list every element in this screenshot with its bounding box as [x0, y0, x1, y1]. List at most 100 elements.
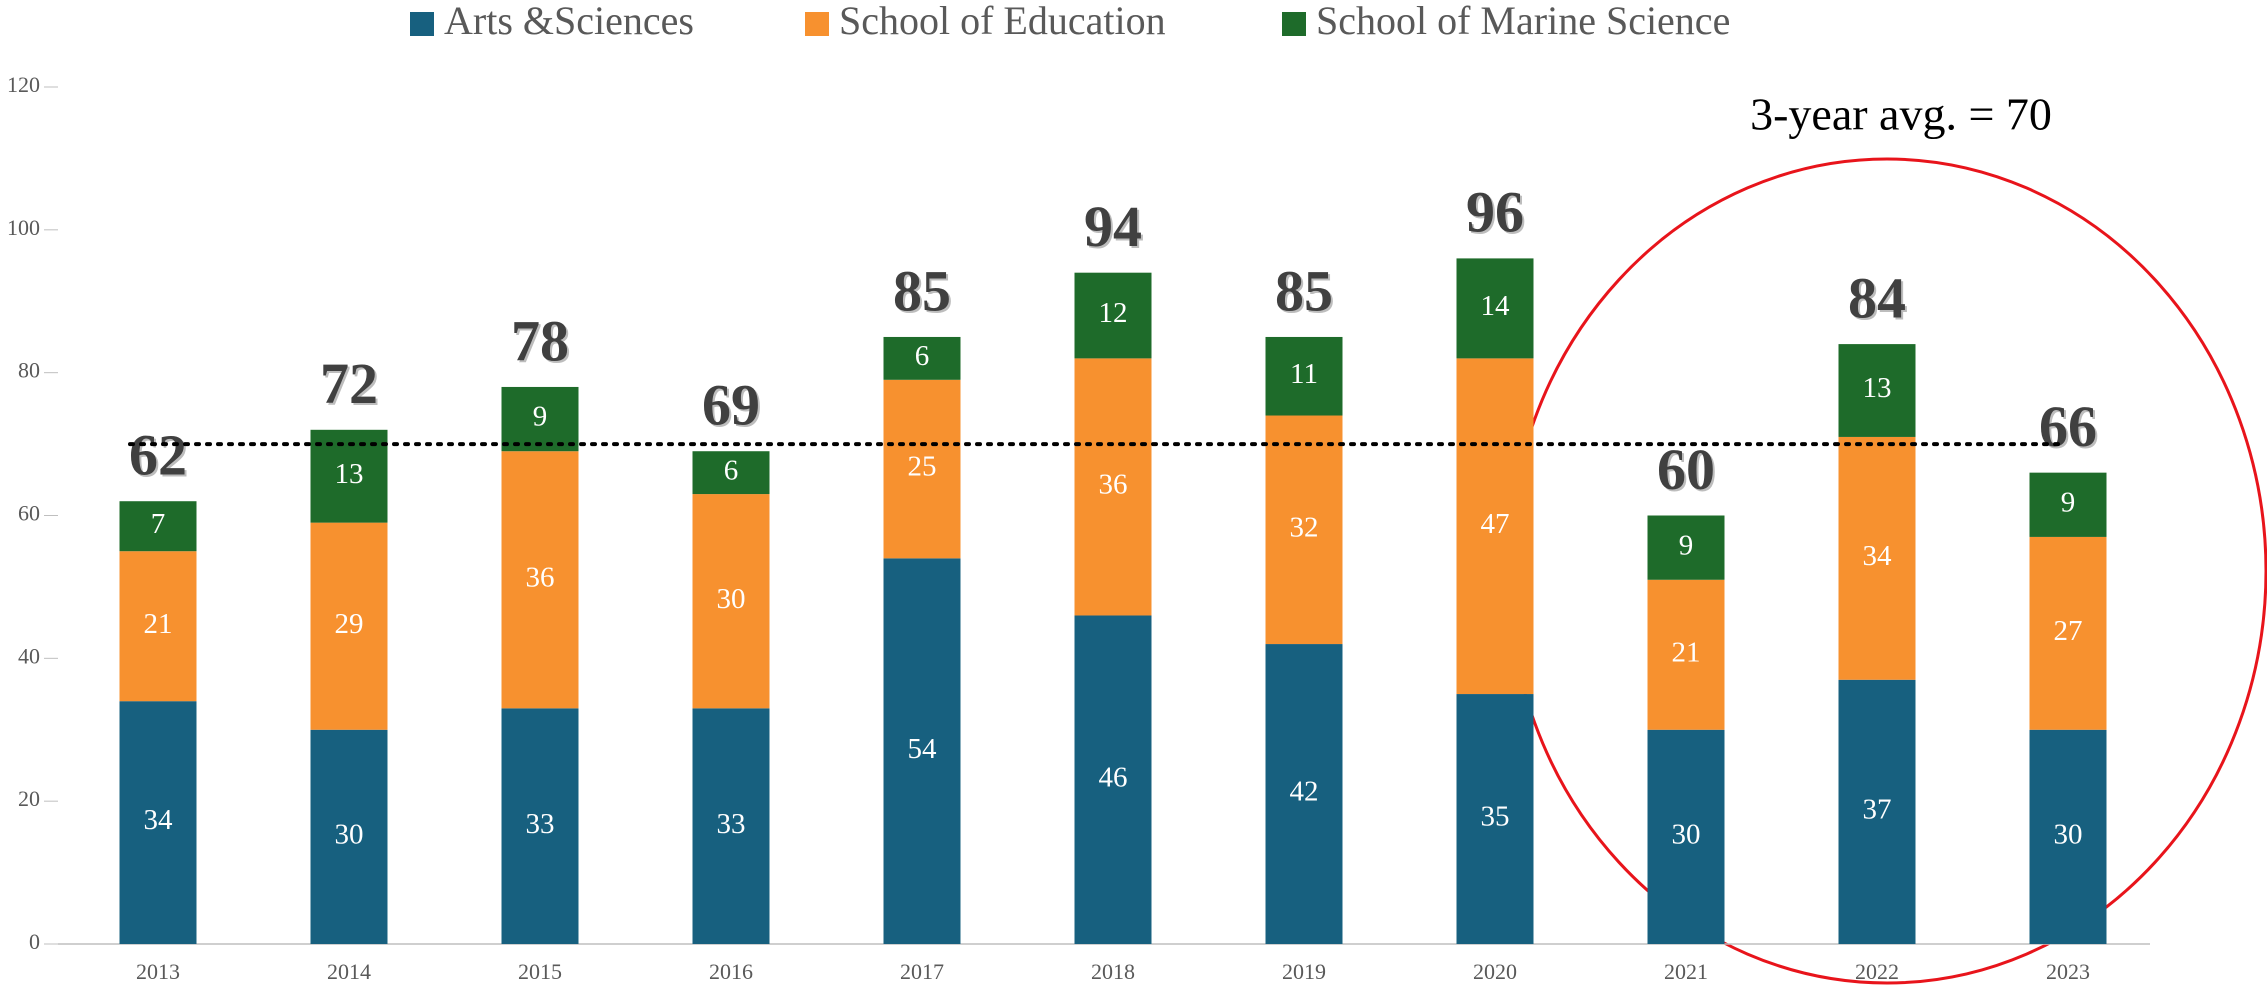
x-tick-label: 2017	[900, 959, 944, 984]
segment-label: 11	[1290, 358, 1318, 390]
segment-label: 12	[1099, 297, 1128, 329]
bar-segment	[2029, 536, 2107, 730]
x-tick-label: 2013	[136, 959, 180, 984]
bar-segment	[1265, 415, 1343, 645]
x-tick-label: 2023	[2046, 959, 2090, 984]
segment-label: 35	[1481, 801, 1510, 833]
legend-swatch	[805, 12, 829, 36]
x-tick-label: 2021	[1664, 959, 1708, 984]
bar-segment	[310, 729, 388, 944]
y-tick-label: 120	[7, 72, 40, 97]
segment-label: 46	[1099, 761, 1128, 793]
bar-segment	[1456, 358, 1534, 695]
y-tick-label: 20	[18, 786, 40, 811]
segment-label: 21	[1672, 636, 1701, 668]
legend-swatch	[410, 12, 434, 36]
segment-label: 14	[1481, 290, 1511, 322]
total-label-shadow: 85	[893, 258, 951, 323]
segment-label: 30	[2054, 819, 2083, 851]
segment-label: 36	[526, 561, 555, 593]
segment-label: 7	[151, 508, 166, 540]
legend-swatch	[1282, 12, 1306, 36]
total-label: 69	[704, 375, 762, 440]
segment-label: 6	[724, 454, 739, 486]
bar-segment	[119, 551, 197, 702]
segment-label: 32	[1290, 511, 1319, 543]
bar-segment	[1838, 344, 1916, 437]
bar-segment	[883, 558, 961, 944]
bar-segment	[692, 708, 770, 944]
segment-label: 34	[1863, 540, 1893, 572]
y-tick-label: 100	[7, 215, 40, 240]
bar-segment	[1265, 644, 1343, 944]
total-label-shadow: 69	[702, 373, 760, 438]
total-label: 60	[1659, 439, 1717, 504]
bar-segment	[1838, 436, 1916, 680]
segment-label: 36	[1099, 469, 1128, 501]
bar-segment	[310, 522, 388, 730]
bar-segment	[883, 379, 961, 559]
bar-segment	[501, 451, 579, 709]
total-label-shadow: 84	[1848, 265, 1906, 330]
total-label-shadow: 94	[1084, 194, 1142, 259]
total-label: 85	[1277, 260, 1335, 325]
bar-segment	[501, 708, 579, 944]
bar-segment	[1838, 679, 1916, 944]
legend-label: Arts &Sciences	[444, 0, 694, 43]
bar-segment	[692, 494, 770, 709]
bar-segment	[883, 336, 961, 380]
bar-segment	[1456, 694, 1534, 944]
bar-segment	[2029, 472, 2107, 537]
segment-label: 6	[915, 340, 930, 372]
y-tick-label: 60	[18, 501, 40, 526]
segment-label: 21	[144, 608, 173, 640]
segment-label: 29	[335, 608, 364, 640]
x-tick-label: 2022	[1855, 959, 1899, 984]
legend-label: School of Marine Science	[1316, 0, 1730, 43]
total-label: 84	[1850, 267, 1908, 332]
bar-segment	[1647, 579, 1725, 730]
segment-label: 13	[1863, 372, 1892, 404]
y-tick-label: 40	[18, 643, 40, 668]
total-label: 72	[322, 353, 380, 418]
bar-segment	[1456, 258, 1534, 359]
total-label: 62	[131, 425, 189, 490]
bar-segment	[1074, 615, 1152, 944]
total-label-shadow: 60	[1657, 437, 1715, 502]
x-tick-label: 2019	[1282, 959, 1326, 984]
y-tick-label: 0	[29, 929, 40, 954]
bar-segment	[692, 451, 770, 495]
bar-segment	[1265, 336, 1343, 416]
segment-label: 13	[335, 458, 364, 490]
segment-label: 9	[2061, 486, 2076, 518]
segment-label: 54	[908, 733, 938, 765]
segment-label: 9	[533, 401, 548, 433]
bar-segment	[2029, 729, 2107, 944]
bar-segment	[1074, 358, 1152, 616]
segment-label: 30	[717, 583, 746, 615]
total-label-shadow: 66	[2039, 394, 2097, 459]
bar-segment	[119, 701, 197, 944]
bar-segment	[1074, 272, 1152, 359]
segment-label: 27	[2054, 615, 2083, 647]
segment-label: 33	[526, 808, 555, 840]
x-tick-label: 2020	[1473, 959, 1517, 984]
total-label: 94	[1086, 196, 1144, 261]
x-tick-label: 2016	[709, 959, 753, 984]
segment-label: 25	[908, 451, 937, 483]
y-tick-label: 80	[18, 358, 40, 383]
bar-segment	[119, 501, 197, 552]
bar-segment	[501, 386, 579, 452]
segment-label: 30	[335, 819, 364, 851]
segment-label: 30	[1672, 819, 1701, 851]
segment-label: 47	[1481, 508, 1510, 540]
total-label: 85	[895, 260, 953, 325]
bar-segment	[1647, 729, 1725, 944]
segment-label: 34	[144, 804, 174, 836]
segment-label: 33	[717, 808, 746, 840]
total-label-shadow: 72	[320, 351, 378, 416]
total-label-shadow: 62	[129, 423, 187, 488]
total-label: 78	[513, 310, 571, 375]
legend-label: School of Education	[839, 0, 1166, 43]
segment-label: 42	[1290, 776, 1319, 808]
